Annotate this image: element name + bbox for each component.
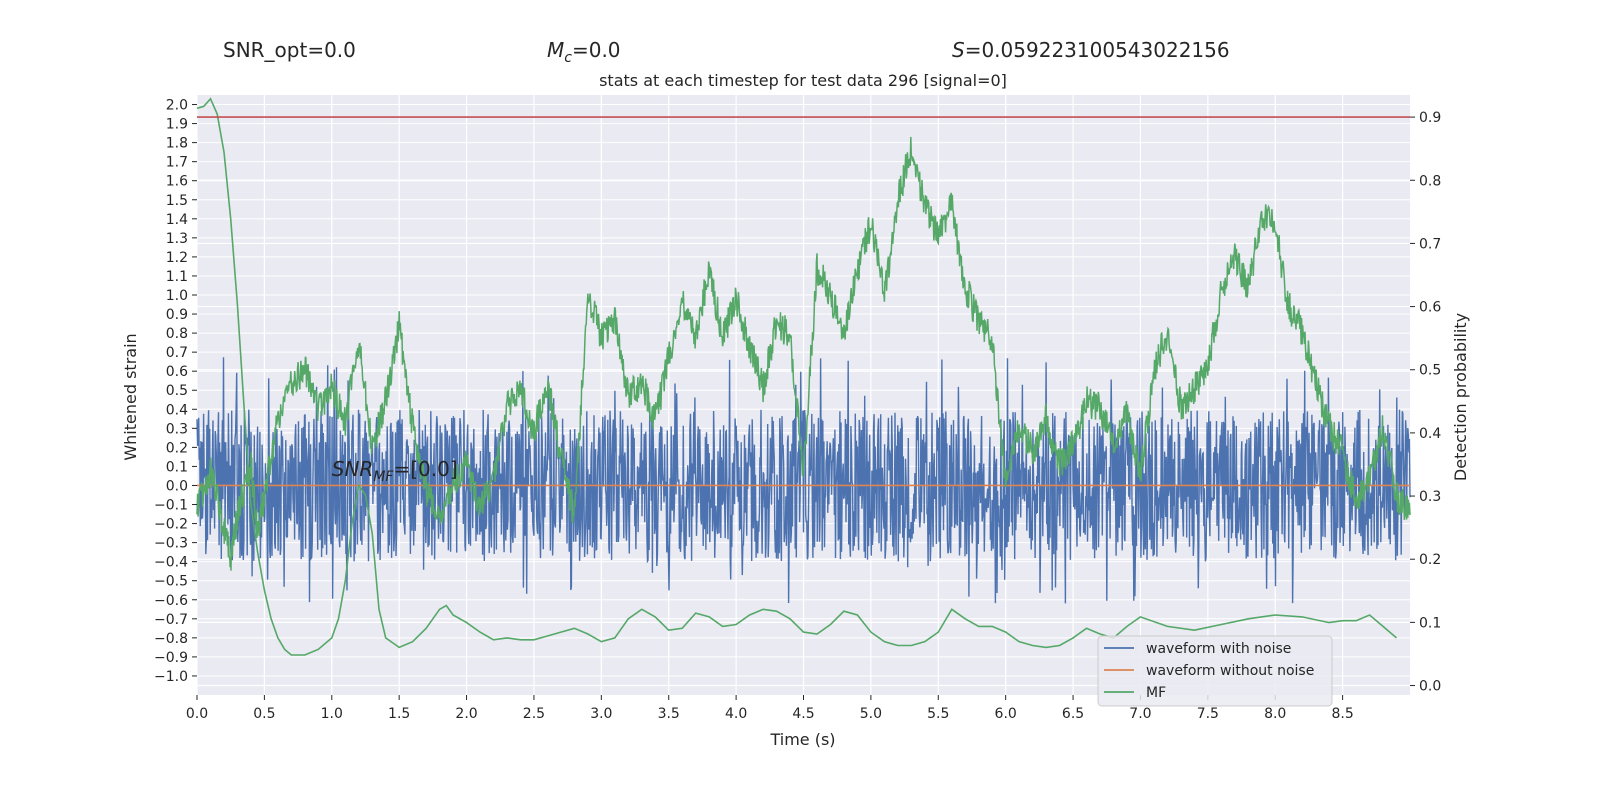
y-left-tick-label: 1.9 — [166, 117, 188, 133]
y-left-tick-label: −0.6 — [154, 593, 188, 609]
y-left-tick-label: 0.2 — [166, 440, 188, 456]
x-axis-label: Time (s) — [769, 730, 835, 749]
y-left-tick-label: 0.4 — [166, 402, 188, 418]
y-left-tick-label: 1.4 — [166, 212, 188, 228]
x-tick-label: 7.5 — [1197, 706, 1219, 722]
x-tick-label: 6.0 — [995, 706, 1017, 722]
chirp-mass-label: Mc=0.0 — [547, 38, 621, 66]
y-right-tick-label: 0.1 — [1419, 615, 1441, 631]
snr-opt-label: SNR_opt=0.0 — [223, 38, 356, 62]
x-tick-label: 6.5 — [1062, 706, 1084, 722]
series-detection-probability — [196, 136, 1411, 571]
y-left-tick-label: 1.1 — [166, 269, 188, 285]
series-mf — [196, 97, 1398, 656]
y-left-tick-label: 1.0 — [166, 288, 188, 304]
y-left-tick-label: −0.4 — [154, 555, 188, 571]
y-right-axis-label: Detection probability — [1451, 313, 1470, 481]
y-right-tick-label: 0.8 — [1419, 173, 1441, 189]
mc-subscript: c — [564, 50, 572, 66]
y-left-tick-label: −0.2 — [154, 517, 188, 533]
s-stat-label: S=0.059223100543022156 — [952, 38, 1230, 62]
y-right-tick-label: 0.4 — [1419, 426, 1441, 442]
x-tick-label: 5.5 — [927, 706, 949, 722]
series-waveform-with-noise — [196, 357, 1411, 604]
y-left-tick-label: −0.7 — [154, 612, 188, 628]
x-tick-label: 4.0 — [725, 706, 747, 722]
y-left-tick-label: −1.0 — [154, 669, 188, 685]
y-right-tick-label: 0.5 — [1419, 363, 1441, 379]
y-left-tick-label: 0.9 — [166, 307, 188, 323]
mc-value: =0.0 — [571, 38, 621, 62]
mc-symbol: M — [547, 38, 565, 62]
x-tick-label: 8.0 — [1264, 706, 1286, 722]
snr-mf-annotation: SNRMF=[0.0] — [332, 457, 458, 485]
s-symbol: S — [952, 38, 965, 62]
y-left-tick-label: 1.8 — [166, 136, 188, 152]
y-right-tick-label: 0.3 — [1419, 489, 1441, 505]
y-left-tick-label: 0.8 — [166, 326, 188, 342]
s-value: =0.059223100543022156 — [964, 38, 1230, 62]
snr-mf-text: SNRMF=[0.0] — [332, 457, 458, 485]
y-left-tick-label: 2.0 — [166, 98, 188, 114]
x-tick-label: 0.0 — [186, 706, 208, 722]
y-left-tick-label: −0.5 — [154, 574, 188, 590]
y-left-tick-label: −0.1 — [154, 498, 188, 514]
y-left-tick-label: 0.7 — [166, 345, 188, 361]
y-left-tick-label: −0.9 — [154, 650, 188, 666]
snr-opt-text: SNR_opt=0.0 — [223, 38, 356, 62]
x-tick-label: 0.5 — [253, 706, 275, 722]
x-tick-label: 8.5 — [1331, 706, 1353, 722]
y-right-tick-label: 0.2 — [1419, 552, 1441, 568]
y-left-axis-label: Whitened strain — [121, 333, 140, 460]
series-layer — [196, 97, 1411, 656]
y-left-axis-ticks: −1.0 −0.9 −0.8 −0.7 −0.6 −0.5 −0.4 −0.3 −0.2 −0.1… — [154, 98, 197, 685]
x-tick-label: 4.5 — [792, 706, 814, 722]
y-left-tick-label: 0.6 — [166, 364, 188, 380]
legend-box — [1097, 635, 1333, 707]
y-left-tick-label: 1.5 — [166, 193, 188, 209]
chart-title: stats at each timestep for test data 296… — [599, 71, 1007, 90]
y-left-tick-label: 1.3 — [166, 231, 188, 247]
x-tick-label: 3.0 — [590, 706, 612, 722]
x-tick-label: 2.5 — [523, 706, 545, 722]
y-right-tick-label: 0.9 — [1419, 110, 1441, 126]
legend-entry-waveform-without-noise-label: waveform without noise — [1146, 663, 1314, 679]
y-right-tick-label: 0.7 — [1419, 236, 1441, 252]
x-tick-label: 1.0 — [321, 706, 343, 722]
y-left-tick-label: 0.0 — [166, 478, 188, 494]
x-tick-label: 5.0 — [860, 706, 882, 722]
legend: waveform with noise waveform without nois… — [1097, 635, 1333, 707]
y-right-axis-ticks: 0.0 0.1 0.2 0.3 0.4 0.5 0.6 0.7 0.8 0.9 — [1410, 110, 1441, 695]
y-left-tick-label: 0.5 — [166, 383, 188, 399]
y-left-tick-label: 0.1 — [166, 459, 188, 475]
y-left-tick-label: 1.7 — [166, 155, 188, 171]
legend-entry-mf-label: MF — [1146, 685, 1166, 701]
x-tick-label: 2.0 — [455, 706, 477, 722]
y-left-tick-label: 1.2 — [166, 250, 188, 266]
legend-entry-waveform-with-noise-label: waveform with noise — [1146, 641, 1291, 657]
x-tick-label: 7.0 — [1129, 706, 1151, 722]
x-tick-label: 1.5 — [388, 706, 410, 722]
y-left-tick-label: 1.6 — [166, 174, 188, 190]
y-left-tick-label: −0.3 — [154, 536, 188, 552]
y-left-tick-label: −0.8 — [154, 631, 188, 647]
x-tick-label: 3.5 — [658, 706, 680, 722]
x-axis-ticks: 0.0 0.5 1.0 1.5 2.0 2.5 3.0 3.5 4.0 4.5 5.0 5.5 6.0 6… — [186, 695, 1354, 722]
y-right-tick-label: 0.6 — [1419, 300, 1441, 316]
y-right-tick-label: 0.0 — [1419, 679, 1441, 695]
y-left-tick-label: 0.3 — [166, 421, 188, 437]
